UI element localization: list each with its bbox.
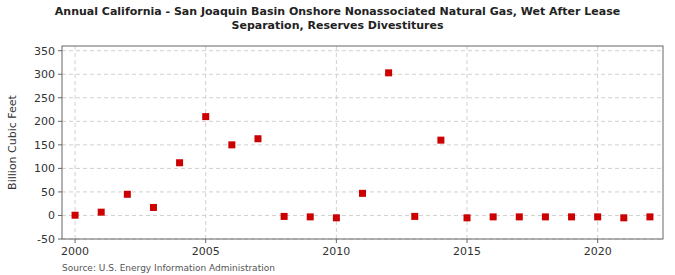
axes: -50 0 50 100 150 200 250 300 350 2000 2005 2010 2015… (34, 45, 612, 258)
tick-label-y: 350 (34, 45, 55, 58)
tick-y (58, 239, 62, 240)
tick-label-x: 2000 (61, 245, 89, 258)
point (542, 213, 549, 220)
point (307, 213, 314, 220)
chart: Annual California - San Joaquin Basin On… (0, 0, 675, 275)
tick-label-x: 2010 (322, 245, 350, 258)
grid-line-y (62, 74, 663, 75)
tick-label-y: -50 (37, 233, 55, 246)
y-axis-label: Billion Cubic Feet (6, 94, 19, 189)
point (176, 159, 183, 166)
tick-x (467, 239, 468, 243)
tick-y (58, 74, 62, 75)
grid (62, 46, 663, 239)
point (150, 204, 157, 211)
grid-line-x (597, 46, 598, 239)
tick-y (58, 144, 62, 145)
title: Annual California - San Joaquin Basin On… (55, 5, 620, 32)
point (464, 214, 471, 221)
tick-y (58, 215, 62, 216)
grid-line-y (62, 121, 663, 122)
tick-y (58, 191, 62, 192)
point (516, 213, 523, 220)
tick-label-x: 2015 (453, 245, 481, 258)
point (568, 213, 575, 220)
grid-line-y (62, 50, 663, 51)
tick-label-y: 200 (34, 115, 55, 128)
plot-frame (62, 46, 663, 239)
grid-line-y (62, 97, 663, 98)
point (385, 69, 392, 76)
point (437, 137, 444, 144)
tick-label-y: 300 (34, 68, 55, 81)
grid-line-x (467, 46, 468, 239)
grid-line-x (336, 46, 337, 239)
tick-label-y: 250 (34, 92, 55, 105)
point (254, 135, 261, 142)
tick-y (58, 121, 62, 122)
point (281, 213, 288, 220)
point (646, 213, 653, 220)
point (490, 213, 497, 220)
point (333, 214, 340, 221)
point (594, 213, 601, 220)
point (202, 113, 209, 120)
tick-label-x: 2020 (584, 245, 612, 258)
point (124, 191, 131, 198)
tick-x (597, 239, 598, 243)
point (359, 190, 366, 197)
point (98, 209, 105, 216)
point (620, 214, 627, 221)
grid-line-x (205, 46, 206, 239)
grid-line-y (62, 168, 663, 169)
grid-line-y (62, 144, 663, 145)
tick-label-y: 0 (48, 209, 55, 222)
tick-label-y: 100 (34, 162, 55, 175)
tick-x (75, 239, 76, 243)
tick-y (58, 50, 62, 51)
point (411, 213, 418, 220)
tick-label-y: 150 (34, 139, 55, 152)
point (228, 141, 235, 148)
tick-x (205, 239, 206, 243)
point (72, 212, 79, 219)
tick-label-y: 50 (41, 186, 55, 199)
grid-line-x (75, 46, 76, 239)
tick-y (58, 168, 62, 169)
points (72, 69, 654, 221)
tick-label-x: 2005 (192, 245, 220, 258)
tick-x (336, 239, 337, 243)
tick-y (58, 97, 62, 98)
source-note: Source: U.S. Energy Information Administ… (62, 263, 275, 273)
